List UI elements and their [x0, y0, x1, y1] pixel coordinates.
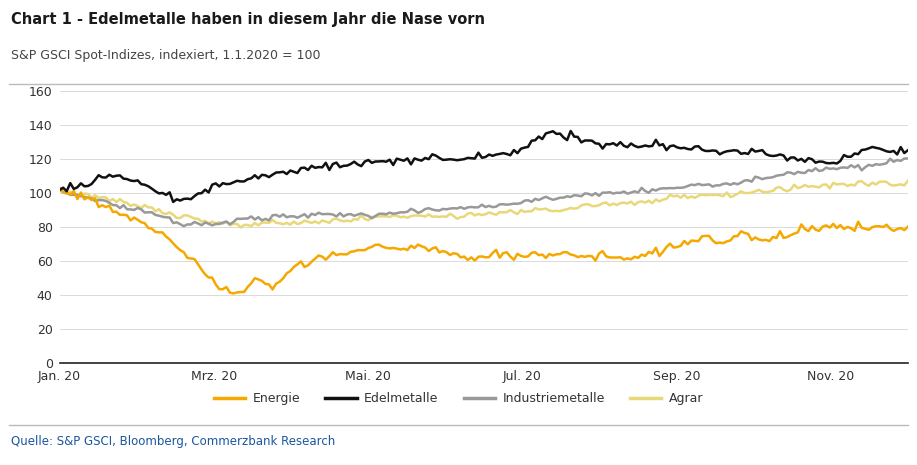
Text: Quelle: S&P GSCI, Bloomberg, Commerzbank Research: Quelle: S&P GSCI, Bloomberg, Commerzbank… [11, 435, 336, 448]
Text: S&P GSCI Spot-Indizes, indexiert, 1.1.2020 = 100: S&P GSCI Spot-Indizes, indexiert, 1.1.20… [11, 49, 321, 62]
Legend: Energie, Edelmetalle, Industriemetalle, Agrar: Energie, Edelmetalle, Industriemetalle, … [209, 387, 708, 410]
Text: Chart 1 - Edelmetalle haben in diesem Jahr die Nase vorn: Chart 1 - Edelmetalle haben in diesem Ja… [11, 12, 485, 27]
